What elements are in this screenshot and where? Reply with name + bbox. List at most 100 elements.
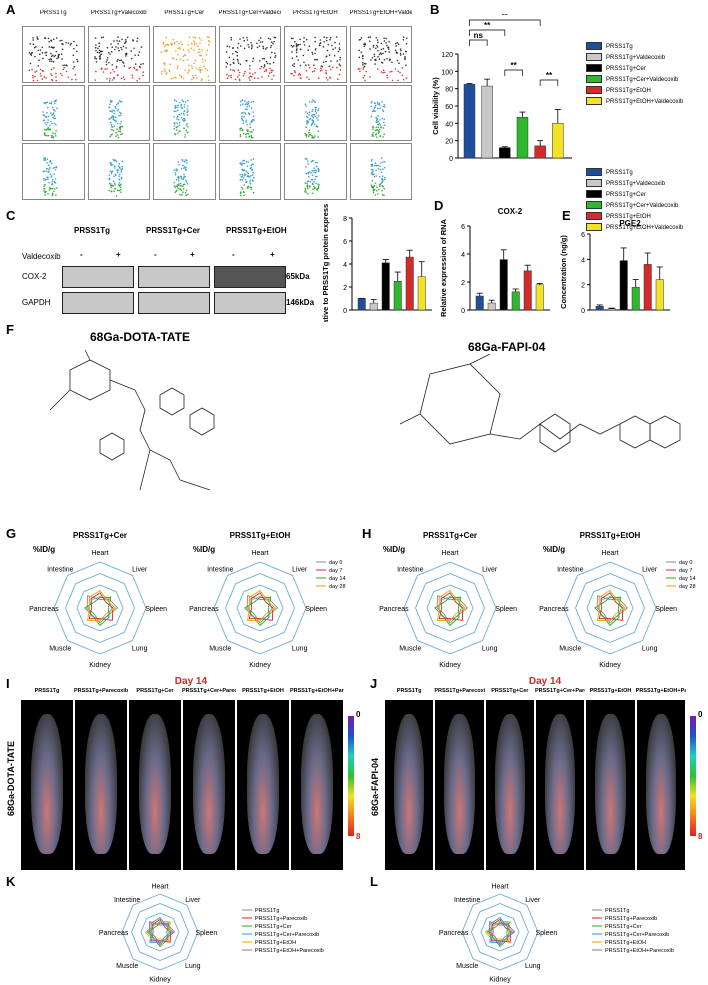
flow-event bbox=[240, 187, 243, 189]
flow-event bbox=[317, 77, 320, 79]
mouse-body bbox=[138, 714, 172, 854]
flow-event bbox=[180, 116, 183, 119]
flow-event bbox=[373, 194, 376, 197]
flow-event bbox=[107, 61, 110, 64]
flow-event bbox=[263, 65, 265, 67]
flow-event bbox=[45, 54, 48, 57]
flow-event bbox=[319, 42, 321, 45]
flow-event bbox=[54, 178, 57, 181]
flow-plot bbox=[22, 26, 85, 83]
flow-event bbox=[378, 122, 380, 124]
legend-label: PRSS1Tg+Cer bbox=[606, 66, 646, 72]
flow-event bbox=[312, 136, 315, 138]
flow-event bbox=[176, 122, 178, 124]
flow-scatter bbox=[173, 98, 189, 138]
flow-event bbox=[268, 62, 271, 65]
flow-event bbox=[115, 39, 118, 42]
flow-event bbox=[161, 70, 163, 73]
flow-event bbox=[307, 49, 310, 52]
flow-event bbox=[250, 120, 253, 122]
legend-swatch bbox=[586, 223, 602, 232]
flow-event bbox=[109, 133, 112, 136]
flow-event bbox=[308, 129, 311, 131]
flow-event bbox=[44, 159, 46, 162]
flow-plot bbox=[87, 143, 150, 200]
flow-event bbox=[200, 54, 202, 57]
flow-event bbox=[272, 40, 275, 43]
flow-event bbox=[182, 178, 184, 181]
flow-event bbox=[251, 163, 254, 166]
bar bbox=[475, 295, 484, 311]
flow-event bbox=[53, 190, 55, 193]
flow-event bbox=[29, 62, 32, 65]
flow-event bbox=[322, 46, 325, 48]
flow-event bbox=[115, 128, 118, 130]
flow-event bbox=[228, 56, 230, 59]
flow-event bbox=[381, 194, 383, 196]
flow-event bbox=[314, 101, 316, 103]
flow-event bbox=[44, 179, 47, 181]
flow-event bbox=[267, 37, 269, 40]
flow-event bbox=[319, 67, 322, 69]
radar-series bbox=[597, 589, 626, 622]
flow-event bbox=[118, 128, 121, 130]
flow-event bbox=[378, 118, 381, 121]
flow-event bbox=[185, 123, 188, 126]
flow-event bbox=[113, 119, 115, 121]
flow-event bbox=[117, 108, 119, 110]
flow-event bbox=[270, 71, 272, 74]
flow-event bbox=[375, 126, 377, 128]
radar-axis-label: Spleen bbox=[145, 606, 167, 613]
flow-event bbox=[299, 73, 302, 76]
flow-event bbox=[374, 165, 377, 167]
flow-event bbox=[98, 45, 100, 48]
flow-event bbox=[250, 46, 253, 48]
flow-event bbox=[177, 131, 179, 134]
flow-event bbox=[370, 100, 373, 103]
flow-event bbox=[44, 51, 46, 54]
flow-event bbox=[119, 112, 122, 114]
flow-event bbox=[114, 135, 117, 137]
flow-event bbox=[61, 48, 64, 51]
flow-event bbox=[59, 39, 62, 42]
flow-event bbox=[381, 168, 384, 171]
significance-label: ** bbox=[511, 61, 518, 70]
legend-label: PRSS1Tg bbox=[606, 170, 633, 176]
radar-legend-label: PRSS1Tg+Cer+Parecoxib bbox=[605, 932, 669, 938]
legend-label: PRSS1Tg+Valdecoxib bbox=[606, 181, 666, 187]
radar-series bbox=[489, 916, 514, 944]
flow-event bbox=[312, 160, 314, 162]
flow-event bbox=[194, 59, 197, 62]
flow-event bbox=[291, 51, 293, 53]
flow-event bbox=[248, 68, 251, 70]
flow-event bbox=[383, 161, 386, 164]
mouse-body bbox=[192, 714, 226, 854]
panel-label-i: I bbox=[6, 676, 10, 691]
flow-event bbox=[195, 77, 198, 79]
flow-event bbox=[182, 191, 184, 194]
flow-event bbox=[174, 76, 177, 79]
radar-legend-label: PRSS1Tg+EtOH+Parecoxib bbox=[255, 948, 324, 954]
flow-event bbox=[251, 179, 254, 182]
flow-event bbox=[401, 74, 403, 77]
flow-event bbox=[246, 165, 248, 168]
flow-event bbox=[333, 54, 336, 57]
flow-event bbox=[111, 164, 113, 166]
flow-event bbox=[225, 73, 228, 76]
flow-event bbox=[52, 38, 55, 41]
flow-event bbox=[175, 128, 178, 131]
flow-event bbox=[49, 160, 52, 162]
flow-event bbox=[117, 130, 120, 132]
flow-event bbox=[316, 116, 318, 119]
flow-event bbox=[380, 177, 383, 180]
flow-event bbox=[46, 176, 48, 179]
flow-event bbox=[242, 194, 245, 197]
flow-event bbox=[239, 103, 241, 106]
flow-event bbox=[317, 167, 319, 170]
flow-event bbox=[338, 73, 341, 76]
flow-event bbox=[127, 67, 130, 69]
flow-event bbox=[239, 100, 241, 103]
flow-event bbox=[62, 64, 64, 67]
flow-event bbox=[249, 188, 252, 191]
ct-scan bbox=[385, 700, 434, 870]
